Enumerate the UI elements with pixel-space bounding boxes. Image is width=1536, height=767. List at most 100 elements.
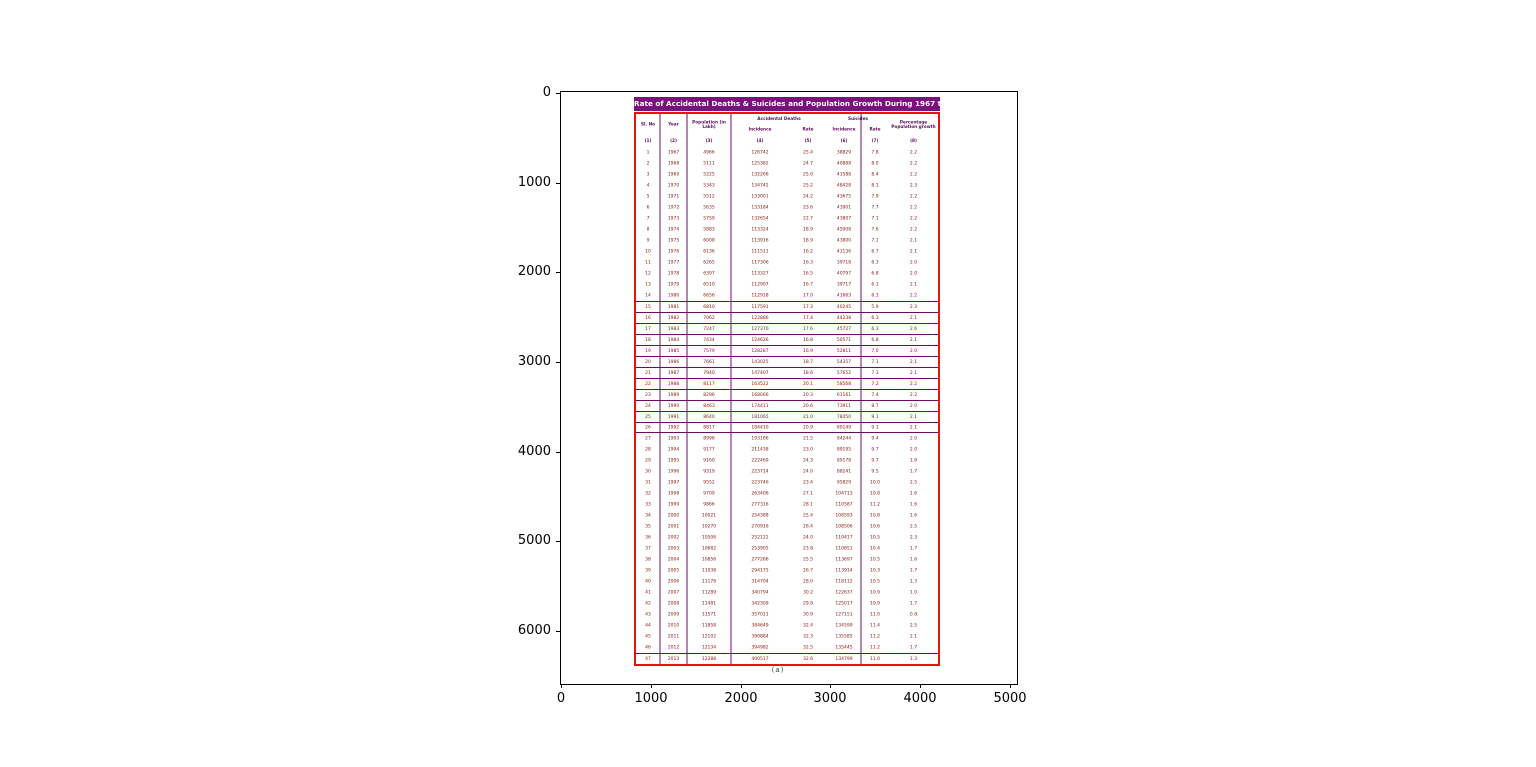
table-cell: 133184 bbox=[751, 205, 769, 210]
table-cell: 27 bbox=[645, 436, 651, 441]
table-cell: 2.5 bbox=[909, 623, 918, 628]
table-cell: 25.2 bbox=[802, 183, 814, 188]
table-cell: 57652 bbox=[836, 370, 852, 376]
table-cell: 5512 bbox=[703, 194, 715, 199]
table-row: 3 1969 5225 132266 25.0 43588 8.4 2.2 bbox=[636, 169, 938, 180]
table-cell: 38 bbox=[645, 557, 651, 562]
y-tick-label: 4000 bbox=[517, 444, 551, 459]
table-cell: 12 bbox=[645, 271, 651, 276]
table-row: 5 1971 5512 133001 24.2 43675 7.9 2.2 bbox=[636, 191, 938, 202]
table-cell: 8296 bbox=[703, 392, 715, 398]
x-tick-label: 3000 bbox=[813, 691, 847, 706]
table-cell: 20.9 bbox=[802, 425, 814, 430]
table-cell: 7.3 bbox=[871, 370, 879, 376]
table-cell: 24.0 bbox=[802, 469, 814, 474]
table-cell: 7.2 bbox=[871, 381, 879, 387]
table-row: 27 1993 8996 193166 21.5 84244 9.4 2.0 bbox=[636, 433, 938, 444]
table-cell: 2.3 bbox=[909, 183, 918, 188]
table-cell: 36 bbox=[645, 535, 651, 540]
table-cell: 2.5 bbox=[909, 480, 918, 485]
table-cell: 2.2 bbox=[909, 172, 918, 177]
table-cell: 2004 bbox=[667, 557, 680, 562]
table-row: 11 1977 6265 117306 16.3 39718 6.3 2.0 bbox=[636, 257, 938, 268]
table-cell: 5883 bbox=[703, 227, 715, 232]
col-header-suicides: Suicides bbox=[848, 116, 868, 122]
table-row: 42 2008 11481 342309 29.8 125017 10.9 1.7 bbox=[636, 598, 938, 609]
table-cell: 6136 bbox=[703, 249, 715, 254]
table-cell: 6656 bbox=[703, 293, 715, 298]
table-cell: 113916 bbox=[751, 238, 769, 243]
table-cell: 8117 bbox=[703, 381, 715, 387]
table-cell: 211438 bbox=[751, 447, 769, 452]
table-cell: 6.3 bbox=[871, 326, 879, 332]
table-cell: 22 bbox=[645, 381, 651, 387]
table-cell: 113697 bbox=[835, 557, 853, 562]
table-cell: 340794 bbox=[751, 590, 769, 595]
table-cell: 1987 bbox=[667, 370, 680, 376]
y-tick-mark bbox=[556, 541, 560, 542]
table-cell: 16.7 bbox=[802, 282, 814, 287]
table-cell: 174411 bbox=[751, 403, 769, 409]
table-cell: 9709 bbox=[703, 491, 715, 496]
table-cell: 61161 bbox=[836, 392, 852, 398]
table-cell: 28.0 bbox=[802, 579, 814, 584]
table-title: Rate of Accidental Deaths & Suicides and… bbox=[634, 97, 940, 111]
table-header: Sl. No Year Population (in Lakh) Acciden… bbox=[636, 114, 938, 147]
table-row: 46 2012 12134 394982 32.5 135445 11.2 1.7 bbox=[636, 642, 938, 653]
table-cell: 254388 bbox=[751, 513, 769, 518]
table-cell: 2001 bbox=[667, 524, 680, 529]
table-cell: 4966 bbox=[703, 150, 715, 155]
table-row: 45 2011 12102 390884 32.3 135585 11.2 2.1 bbox=[636, 631, 938, 642]
table-cell: 127151 bbox=[835, 612, 853, 617]
table-cell: 184410 bbox=[751, 425, 769, 430]
table-cell: 128287 bbox=[751, 348, 769, 354]
table-cell: 80149 bbox=[836, 425, 852, 430]
table-cell: 6397 bbox=[703, 271, 715, 276]
table-cell: 1970 bbox=[667, 183, 680, 188]
table-cell: 32.4 bbox=[802, 623, 814, 628]
table-cell: 143025 bbox=[751, 359, 769, 365]
table-cell: 52811 bbox=[836, 348, 852, 354]
table-cell: 2013 bbox=[667, 656, 680, 662]
table-cell: 2.2 bbox=[909, 205, 918, 210]
table-cell: 1.7 bbox=[909, 601, 918, 606]
table-cell: 1.7 bbox=[909, 469, 918, 474]
table-cell: 17.6 bbox=[802, 326, 814, 332]
table-cell: 9.1 bbox=[871, 414, 879, 420]
column-number: (8) bbox=[910, 138, 917, 144]
table-cell: 2.1 bbox=[909, 337, 918, 343]
table-cell: 18.9 bbox=[802, 238, 814, 243]
table-cell: 277316 bbox=[751, 502, 769, 507]
table-cell: 181065 bbox=[751, 414, 769, 420]
table-cell: 394982 bbox=[751, 645, 769, 650]
table-cell: 23.0 bbox=[802, 447, 814, 452]
table-cell: 8640 bbox=[703, 414, 715, 420]
table-cell: 32 bbox=[645, 491, 651, 496]
x-tick-label: 2000 bbox=[724, 691, 758, 706]
table-cell: 11.2 bbox=[869, 645, 881, 650]
x-tick-label: 0 bbox=[556, 691, 566, 706]
table-cell: 25.5 bbox=[802, 557, 814, 562]
table-cell: 23.8 bbox=[802, 546, 814, 551]
table-cell: 12288 bbox=[701, 656, 717, 662]
table-cell: 3 bbox=[646, 172, 650, 177]
table-cell: 5759 bbox=[703, 216, 715, 221]
table-cell: 108506 bbox=[835, 524, 853, 529]
table-cell: 1973 bbox=[667, 216, 680, 221]
table-cell: 39718 bbox=[836, 260, 852, 265]
table-cell: 7247 bbox=[703, 326, 715, 332]
table-row: 24 1990 8463 174411 20.6 73911 8.7 2.0 bbox=[636, 400, 938, 411]
table-cell: 277266 bbox=[751, 557, 769, 562]
table-cell: 2.1 bbox=[909, 359, 918, 365]
table-cell: 1990 bbox=[667, 403, 680, 409]
table-cell: 25 bbox=[645, 414, 651, 420]
table-cell: 17 bbox=[645, 326, 651, 332]
table-row: 44 2010 11858 384649 32.4 134599 11.4 2.5 bbox=[636, 620, 938, 631]
table-cell: 11.0 bbox=[869, 612, 881, 617]
table-cell: 2.2 bbox=[909, 381, 918, 387]
table-cell: 50571 bbox=[836, 337, 852, 343]
table-image: Rate of Accidental Deaths & Suicides and… bbox=[634, 97, 940, 669]
table-cell: 294175 bbox=[751, 568, 769, 573]
table-cell: 17.4 bbox=[802, 315, 814, 321]
table-cell: 1.3 bbox=[909, 579, 918, 584]
